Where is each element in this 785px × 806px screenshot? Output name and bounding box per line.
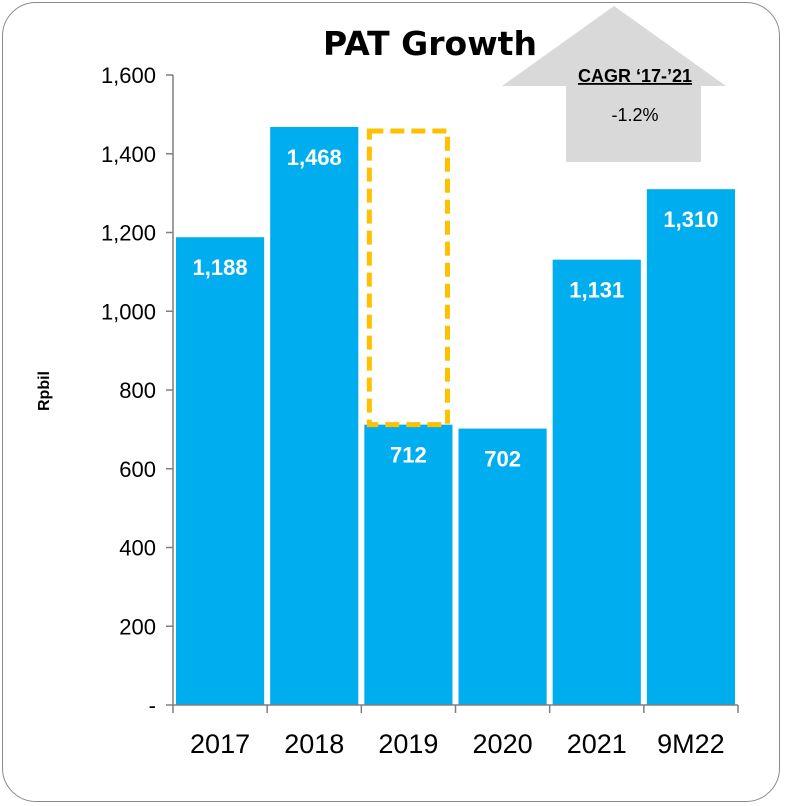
x-axis: 2017 2018 2019 2020 2021 9M22: [172, 704, 739, 759]
y-tick-label: 1,400: [101, 142, 156, 167]
bar-2021: [552, 259, 641, 705]
x-tick-label: 2020: [473, 729, 533, 759]
bar-9M22: [646, 189, 735, 705]
bars: 1,188 1,468 712 702 1,131 1,310: [176, 126, 735, 706]
data-label: 712: [390, 443, 427, 468]
y-tick-label: 400: [119, 536, 156, 561]
y-tick-label: 800: [119, 378, 156, 403]
cagr-arrow-shape: [502, 6, 726, 162]
chart-title: PAT Growth: [323, 24, 537, 63]
data-label: 1,310: [663, 207, 718, 232]
cagr-value: -1.2%: [611, 105, 658, 125]
data-label: 1,468: [287, 145, 342, 170]
x-tick-label: 2021: [567, 729, 627, 759]
y-axis-label: Rpbil: [36, 371, 53, 411]
y-tick-label: 600: [119, 457, 156, 482]
bar-2020: [458, 428, 547, 705]
x-tick-label: 2017: [190, 729, 250, 759]
y-tick-label: 1,000: [101, 299, 156, 324]
bar-2018: [270, 126, 359, 706]
y-tick-label: -: [149, 693, 156, 718]
x-tick-label: 2018: [284, 729, 344, 759]
y-tick-label: 1,200: [101, 221, 156, 246]
cagr-title: CAGR ‘17-’21: [578, 66, 692, 86]
data-label: 1,131: [569, 278, 624, 303]
x-tick-label: 2019: [378, 729, 438, 759]
y-tick-label: 1,600: [101, 63, 156, 88]
data-label: 1,188: [193, 255, 248, 280]
x-tick-label: 9M22: [657, 729, 725, 759]
y-tick-label: 200: [119, 614, 156, 639]
data-label: 702: [484, 447, 521, 472]
highlight-box: [366, 128, 451, 428]
cagr-callout: CAGR ‘17-’21 -1.2%: [502, 6, 726, 162]
y-axis: - 200 400 600 800 1,000 1,200 1,400 1,600: [101, 63, 174, 718]
bar-2019: [364, 424, 453, 705]
bar-2017: [176, 237, 265, 705]
